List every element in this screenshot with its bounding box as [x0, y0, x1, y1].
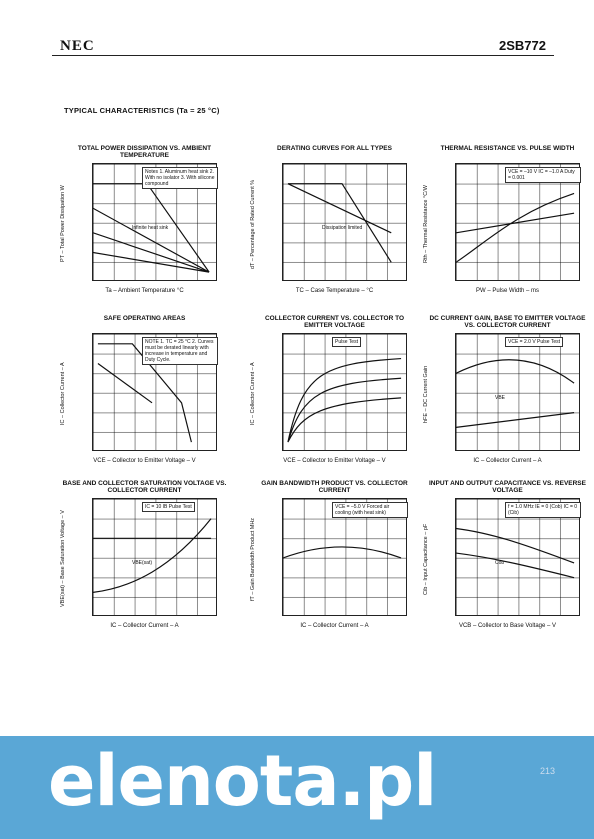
panel-title: INPUT AND OUTPUT CAPACITANCE vs. REVERSE… [429, 480, 586, 494]
curve-lines [287, 357, 402, 443]
panel-title: COLLECTOR CURRENT vs. COLLECTOR TO EMITT… [264, 315, 405, 329]
panel-title: TOTAL POWER DISSIPATION vs. AMBIENT TEMP… [77, 145, 212, 159]
curve-lines [456, 359, 575, 428]
y-axis-label: IC – Collector Current – A [250, 362, 256, 426]
panel-note: VCE = 2.0 V Pulse Test [505, 337, 564, 347]
chart-panel-1: TOTAL POWER DISSIPATION vs. AMBIENT TEMP… [60, 145, 227, 315]
panel-note: Pulse Test [332, 337, 361, 347]
panel-note: NOTE 1. TC = 25 °C 2. Curves must be der… [142, 337, 218, 365]
chart-panel-2: DERATING CURVES FOR ALL TYPES dT – Perce… [250, 145, 417, 315]
plot-area [282, 333, 407, 451]
panel-title: THERMAL RESISTANCE vs. PULSE WIDTH [440, 145, 575, 152]
y-axis-label: PT – Total Power Dissipation W [60, 185, 66, 263]
plot-area [92, 498, 217, 616]
y-axis-label: VBE(sat) – Base Saturation Voltage – V [60, 510, 66, 608]
section-title: TYPICAL CHARACTERISTICS (Ta = 25 °C) [64, 106, 220, 115]
x-axis-label: IC – Collector Current – A [300, 623, 369, 629]
panel-note: IC = 10 IB Pulse Test [142, 502, 195, 512]
panel-title: GAIN BANDWIDTH PRODUCT vs. COLLECTOR CUR… [261, 480, 408, 494]
chart-panel-4: SAFE OPERATING AREAS IC – Collector Curr… [60, 315, 227, 485]
curve-label: Cob [495, 560, 505, 566]
brand-logo: NEC [60, 38, 95, 54]
curve-lines [283, 546, 402, 559]
y-axis-label: hFE – DC Current Gain [423, 365, 429, 423]
plot-area [282, 498, 407, 616]
curve-label: Infinite heat sink [132, 225, 169, 231]
plot-area [455, 333, 580, 451]
y-axis-label: fT – Gain Bandwidth Product MHz [250, 517, 256, 601]
panel-note: f = 1.0 MHz IE = 0 (Cob) IC = 0 (Cib) [505, 502, 581, 518]
x-axis-label: VCB – Collector to Base Voltage – V [458, 623, 557, 629]
curve-lines [456, 527, 575, 579]
plot-area [455, 163, 580, 281]
x-axis-label: VCE – Collector to Emitter Voltage – V [283, 458, 386, 464]
curve-lines [97, 343, 192, 443]
chart-panel-5: COLLECTOR CURRENT vs. COLLECTOR TO EMITT… [250, 315, 417, 485]
panel-note: Notes 1. Aluminum heat sink 2. With no i… [142, 167, 218, 189]
curve-label: VBE(sat) [132, 560, 153, 566]
curve-label: VBE [495, 395, 506, 401]
panel-title: SAFE OPERATING AREAS [103, 315, 186, 322]
footer-banner [0, 736, 594, 839]
chart-panel-3: THERMAL RESISTANCE vs. PULSE WIDTH Rth –… [423, 145, 590, 315]
panel-title: DC CURRENT GAIN, BASE TO EMITTER VOLTAGE… [429, 315, 586, 329]
plot-area [455, 498, 580, 616]
curve-lines [287, 183, 392, 263]
x-axis-label: IC – Collector Current – A [110, 623, 179, 629]
curve-lines [456, 192, 575, 263]
chart-panel-7: BASE AND COLLECTOR SATURATION VOLTAGE vs… [60, 480, 227, 650]
curve-label: Dissipation limited [322, 225, 363, 231]
y-axis-label: dT – Percentage of Rated Current % [250, 179, 256, 269]
watermark: elenota.pl [48, 740, 437, 822]
panel-note: VCE = –5.0 V Forced air cooling (with he… [332, 502, 408, 518]
header-rule [52, 55, 554, 56]
x-axis-label: Ta – Ambient Temperature °C [105, 288, 184, 294]
curve-lines [93, 518, 212, 593]
x-axis-label: PW – Pulse Width – ms [475, 288, 540, 294]
chart-panel-8: GAIN BANDWIDTH PRODUCT vs. COLLECTOR CUR… [250, 480, 417, 650]
x-axis-label: VCE – Collector to Emitter Voltage – V [93, 458, 196, 464]
panel-title: BASE AND COLLECTOR SATURATION VOLTAGE vs… [62, 480, 227, 494]
chart-panel-9: INPUT AND OUTPUT CAPACITANCE vs. REVERSE… [423, 480, 590, 650]
y-axis-label: IC – Collector Current – A [60, 362, 66, 426]
x-axis-label: IC – Collector Current – A [473, 458, 542, 464]
x-axis-label: TC – Case Temperature – °C [295, 288, 374, 294]
panel-note: VCE = –10 V IC = –1.0 A Duty = 0.001 [505, 167, 581, 183]
plot-area [282, 163, 407, 281]
part-number: 2SB772 [499, 38, 546, 53]
y-axis-label: Cib – Input Capacitance – pF [423, 523, 429, 595]
panel-title: DERATING CURVES FOR ALL TYPES [277, 145, 392, 152]
page-number: 213 [540, 766, 556, 776]
y-axis-label: Rth – Thermal Resistance °C/W [423, 185, 429, 263]
chart-panel-6: DC CURRENT GAIN, BASE TO EMITTER VOLTAGE… [423, 315, 590, 485]
